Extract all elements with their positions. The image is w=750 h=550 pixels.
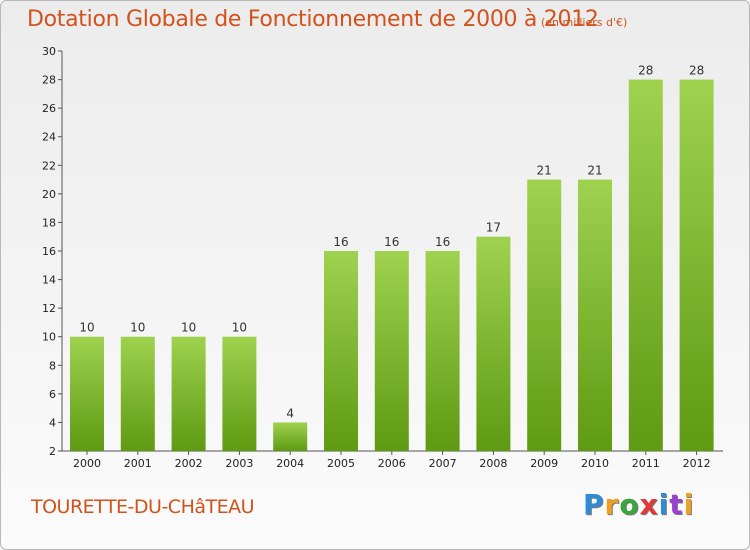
bar-value-label: 16 (333, 235, 348, 249)
bar (476, 236, 511, 451)
y-tick-label: 28 (42, 74, 56, 87)
bar-value-label: 16 (435, 235, 450, 249)
bar-value-label: 16 (384, 235, 399, 249)
bar (171, 336, 206, 451)
bar (425, 251, 460, 451)
x-tick-label: 2009 (530, 457, 558, 470)
bar (679, 79, 714, 452)
x-tick-label: 2008 (479, 457, 507, 470)
y-tick-label: 10 (42, 331, 56, 344)
bar-value-label: 10 (232, 321, 247, 335)
bar-value-label: 28 (689, 64, 704, 78)
x-tick-label: 2001 (124, 457, 152, 470)
y-tick-label: 16 (42, 245, 56, 258)
y-tick-label: 2 (49, 445, 56, 458)
bar-value-label: 21 (537, 164, 552, 178)
bar-value-label: 17 (486, 221, 501, 235)
y-tick-label: 18 (42, 216, 56, 229)
y-tick-label: 20 (42, 188, 56, 201)
bar (628, 79, 663, 452)
x-tick-label: 2007 (429, 457, 457, 470)
y-tick-label: 22 (42, 159, 56, 172)
x-tick-label: 2011 (632, 457, 660, 470)
bar-value-label: 4 (286, 406, 294, 420)
x-tick-label: 2006 (378, 457, 406, 470)
bar (578, 179, 612, 452)
bar (374, 251, 409, 451)
bar (527, 179, 562, 452)
y-tick-label: 24 (42, 131, 56, 144)
bar-value-label: 10 (79, 321, 94, 335)
chart-title: Dotation Globale de Fonctionnement de 20… (27, 7, 599, 32)
proxiti-logo: Proxiti (583, 488, 695, 521)
x-tick-label: 2002 (175, 457, 203, 470)
bar-value-label: 28 (638, 64, 653, 78)
bar (120, 336, 155, 451)
x-tick-label: 2000 (73, 457, 101, 470)
x-tick-label: 2003 (225, 457, 253, 470)
y-tick-label: 6 (49, 388, 56, 401)
bar (273, 422, 308, 451)
y-tick-label: 4 (49, 416, 56, 429)
x-tick-label: 2010 (581, 457, 609, 470)
x-tick-label: 2005 (327, 457, 355, 470)
y-tick-label: 30 (42, 45, 56, 58)
bar-value-label: 10 (130, 321, 145, 335)
bar (70, 336, 104, 451)
x-tick-label: 2004 (276, 457, 304, 470)
commune-name: TOURETTE-DU-CHâTEAU (31, 496, 255, 518)
chart-unit: (en milliers d'€) (541, 16, 628, 29)
bar-value-label: 21 (587, 164, 602, 178)
bar (222, 336, 257, 451)
y-tick-label: 12 (42, 302, 56, 315)
x-tick-label: 2012 (683, 457, 711, 470)
bar-value-label: 10 (181, 321, 196, 335)
y-tick-label: 26 (42, 102, 56, 115)
bar (324, 251, 358, 451)
y-tick-label: 8 (49, 359, 56, 372)
y-tick-label: 14 (42, 274, 56, 287)
